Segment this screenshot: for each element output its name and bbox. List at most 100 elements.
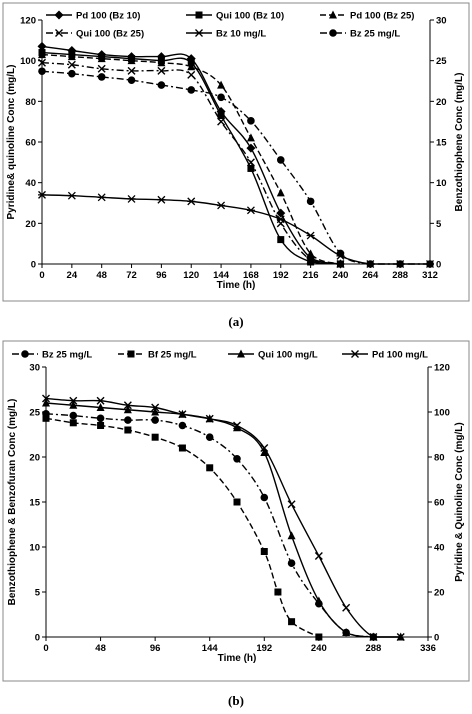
- data-point-bz-10-mg-l: [246, 206, 255, 215]
- y-axis-left-label: Pyridine& quinoline Conc (mg/L): [6, 65, 17, 220]
- legend-marker: [329, 29, 337, 37]
- chart-b: 0 48 96 144 192 240 288 33605101520253002040608…: [2, 340, 470, 682]
- y-left-tick-label: 10: [29, 543, 40, 554]
- y-left-tick-label: 0: [31, 260, 36, 271]
- legend-entry-bz-25-mg-l: Bz 25 mg/L: [12, 350, 92, 361]
- y-left-tick-label: 5: [35, 588, 41, 599]
- data-point-bf-25-mg-l: [69, 419, 77, 427]
- series-qui-100-bz-10: [38, 49, 344, 268]
- y-right-tick-label: 20: [436, 97, 447, 108]
- data-point-pd-100-bz-25: [127, 56, 136, 65]
- data-point-bf-25-mg-l: [315, 633, 323, 641]
- legend-label: Bz 25 mg/L: [42, 350, 92, 361]
- data-point-qui-100-mg-l: [123, 405, 132, 414]
- data-point-bf-25-mg-l: [260, 548, 268, 555]
- data-point-pd-100-mg-l: [396, 633, 405, 641]
- y-left-tick-label: 60: [25, 138, 36, 149]
- data-point-bz-25-mg-l: [260, 493, 269, 502]
- chart-frame: [2, 340, 470, 682]
- x-tick-label: 312: [422, 270, 438, 281]
- data-point-bz-25-mg-l: [247, 117, 255, 125]
- legend-entry-bz-10-mg-l: Bz 10 mg/L: [186, 29, 266, 40]
- x-tick-label: 96: [156, 270, 167, 281]
- data-point-bf-25-mg-l: [274, 588, 282, 596]
- data-point-bz-25-mg-l: [366, 260, 375, 268]
- x-tick-label: 0: [43, 643, 48, 654]
- y-left-tick-label: 120: [20, 16, 36, 27]
- data-point-bz-10-mg-l: [217, 201, 226, 210]
- data-point-bf-25-mg-l: [151, 433, 159, 441]
- data-point-qui-100-bz-25: [157, 66, 166, 75]
- legend-entry-qui-100-bz-25: Qui 100 (Bz 25): [46, 29, 144, 40]
- data-point-bz-25-mg-l: [38, 67, 46, 76]
- y-left-tick-label: 0: [35, 633, 40, 644]
- y-right-tick-label: 25: [436, 56, 447, 67]
- x-tick-label: 288: [365, 643, 381, 654]
- data-point-bz-25-mg-l: [276, 156, 285, 164]
- y-left-tick-label: 30: [29, 363, 40, 374]
- data-point-qui-100-bz-25: [246, 158, 255, 167]
- data-point-bf-25-mg-l: [233, 498, 241, 506]
- legend-marker: [21, 350, 29, 358]
- data-point-bz-25-mg-l: [124, 416, 132, 424]
- data-point-pd-100-mg-l: [123, 401, 132, 410]
- x-tick-label: 192: [256, 643, 272, 654]
- data-point-pd-100-mg-l: [287, 500, 296, 509]
- data-point-bz-25-mg-l: [68, 69, 76, 78]
- legend-marker: [195, 11, 203, 19]
- data-point-pd-100-bz-10: [276, 208, 286, 218]
- y-axis-right-label: Benzothiophene Conc (mg/L): [454, 73, 465, 212]
- y-left-tick-label: 20: [29, 453, 40, 464]
- data-point-pd-100-bz-25: [306, 249, 315, 258]
- data-point-pd-100-mg-l: [96, 396, 105, 405]
- data-point-pd-100-bz-25: [67, 52, 76, 61]
- data-point-bz-25-mg-l: [127, 76, 136, 84]
- chart-frame: [2, 2, 470, 302]
- legend-entry-pd-100-mg-l: Pd 100 mg/L: [342, 350, 428, 361]
- x-tick-label: 144: [213, 270, 230, 281]
- legend-marker: [351, 350, 359, 358]
- series-line-pd-100-bz-10: [41, 45, 341, 265]
- x-tick-label: 24: [67, 270, 78, 281]
- data-point-bz-10-mg-l: [97, 193, 106, 202]
- data-point-pd-100-mg-l: [314, 552, 323, 560]
- data-point-pd-100-bz-25: [157, 58, 166, 67]
- series-bf-25-mg-l: [42, 414, 323, 641]
- y-left-tick-label: 20: [25, 219, 36, 230]
- legend-label: Pd 100 (Bz 10): [76, 11, 140, 22]
- data-point-bz-25-mg-l: [69, 411, 78, 420]
- legend-entry-pd-100-bz-25: Pd 100 (Bz 25): [320, 10, 414, 22]
- x-tick-label: 0: [39, 270, 44, 281]
- data-point-pd-100-bz-25: [246, 133, 255, 142]
- data-point-qui-100-bz-25: [127, 66, 136, 75]
- x-tick-label: 48: [95, 643, 106, 654]
- series-qui-100-bz-25: [38, 58, 345, 268]
- data-point-bf-25-mg-l: [42, 414, 50, 422]
- data-point-qui-100-bz-10: [217, 112, 225, 120]
- data-point-bz-25-mg-l: [233, 455, 241, 463]
- data-point-pd-100-mg-l: [342, 603, 351, 612]
- data-point-bz-10-mg-l: [187, 197, 196, 206]
- data-point-bz-10-mg-l: [38, 190, 46, 199]
- data-point-pd-100-bz-10: [246, 143, 256, 153]
- y-right-tick-label: 30: [436, 16, 447, 27]
- legend-marker: [54, 10, 64, 20]
- series-line-qui-100-mg-l: [45, 402, 401, 638]
- data-point-qui-100-bz-25: [67, 60, 76, 69]
- data-point-bf-25-mg-l: [206, 464, 214, 472]
- series-bz-10-mg-l: [38, 190, 434, 268]
- data-point-bz-25-mg-l: [426, 260, 434, 268]
- legend-marker: [127, 350, 135, 358]
- data-point-bz-25-mg-l: [187, 86, 196, 94]
- legend-marker: [237, 349, 245, 358]
- data-point-pd-100-mg-l: [205, 414, 214, 423]
- data-point-bz-10-mg-l: [306, 231, 315, 240]
- legend-label: Qui 100 mg/L: [258, 350, 318, 361]
- y-right-tick-label: 15: [436, 138, 447, 149]
- series-line-bz-25-mg-l: [41, 70, 430, 265]
- series-line-pd-100-mg-l: [45, 397, 401, 638]
- panel-label-b: (b): [228, 693, 244, 708]
- legend-marker: [329, 10, 337, 19]
- data-point-qui-100-mg-l: [314, 596, 323, 605]
- data-point-qui-100-mg-l: [233, 423, 241, 432]
